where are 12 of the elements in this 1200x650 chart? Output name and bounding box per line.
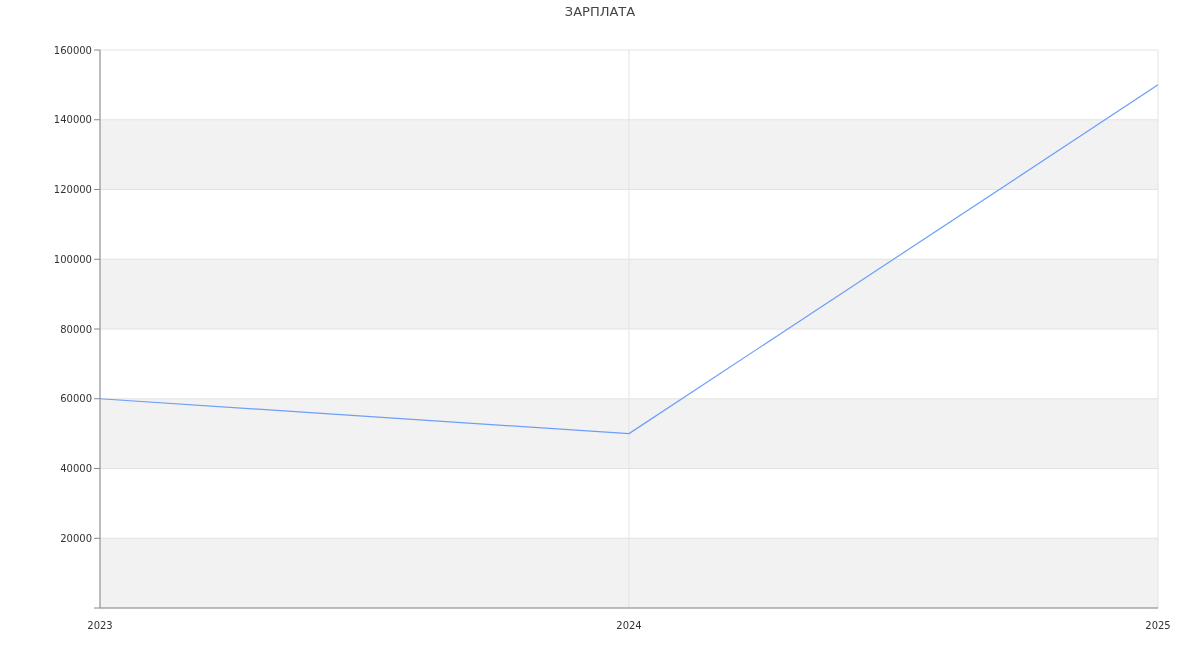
chart-title: ЗАРПЛАТА <box>563 4 637 19</box>
y-tick-label: 160000 <box>53 44 92 56</box>
y-tick-label: 20000 <box>60 532 92 544</box>
y-tick-label: 140000 <box>53 114 92 126</box>
x-tick-label: 2024 <box>616 620 642 632</box>
y-tick-label: 80000 <box>60 323 92 335</box>
y-tick-label: 100000 <box>53 253 92 265</box>
x-tick-label: 2025 <box>1145 620 1171 632</box>
y-tick-label: 40000 <box>60 463 92 475</box>
y-tick-label: 60000 <box>60 393 92 405</box>
y-tick-label: 120000 <box>53 184 92 196</box>
x-tick-label: 2023 <box>87 620 113 632</box>
